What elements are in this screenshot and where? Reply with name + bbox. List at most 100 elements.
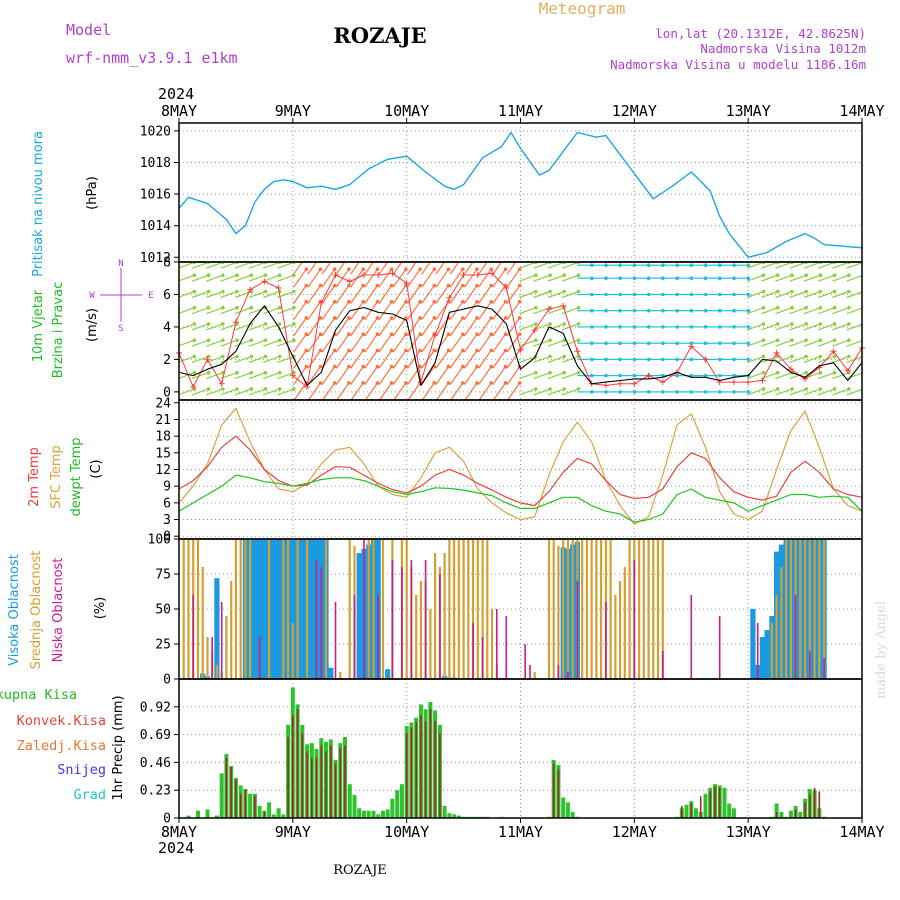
- cloud-low-label: Niska Oblacnost: [51, 558, 66, 663]
- cloud-low-bar: [662, 651, 664, 679]
- wind-arrow-head: [776, 387, 780, 391]
- wind-arrow-head: [819, 306, 823, 310]
- wind-arrow-head: [804, 290, 808, 294]
- cloud-mid-bar: [562, 539, 564, 679]
- precip-total-bar: [727, 804, 731, 819]
- cloud-low-bar: [192, 595, 194, 679]
- wind-arrow-head: [534, 338, 538, 342]
- precip-conv-bar: [420, 715, 422, 818]
- wind-arrow-head: [804, 371, 808, 375]
- cloud-low-bar: [634, 560, 636, 679]
- cloud-high-bar: [750, 609, 755, 679]
- pressure-panel-title: Pritisak na nivou mora: [31, 131, 46, 277]
- precip-snow-label: Snijeg: [57, 762, 106, 778]
- precip-conv-bar: [330, 746, 332, 819]
- wind-arrow-head: [376, 254, 380, 258]
- wind-arrow-head: [577, 290, 581, 294]
- cloud-low-bar: [354, 595, 356, 679]
- wind-arrow: [308, 383, 321, 401]
- precip-total-bar: [277, 808, 281, 818]
- cloud-mid-bar: [557, 546, 559, 679]
- wind-arrow-head: [207, 322, 211, 326]
- wind-arrow-head: [235, 338, 239, 342]
- cloud-low-bar: [558, 665, 560, 679]
- cloud-low-bar: [335, 602, 337, 679]
- precip-total-bar: [372, 811, 376, 818]
- cloud-mid-bar: [463, 539, 465, 679]
- compass-east: E: [148, 291, 153, 301]
- precip-conv-bar: [700, 796, 702, 818]
- wind-arrow: [379, 334, 392, 352]
- wind-arrow-head: [762, 322, 766, 326]
- wind-arrow: [351, 334, 364, 352]
- cloud-mid-bar: [818, 539, 820, 679]
- cloud-mid-bar: [406, 539, 408, 679]
- cloud-low-bar: [401, 567, 403, 679]
- precip-conv-label: Konvek.Kisa: [17, 713, 106, 729]
- wind-arrow-head: [292, 290, 296, 294]
- cloud-mid-bar: [814, 539, 816, 679]
- cloud-low-bar: [719, 616, 721, 679]
- wind-arrow: [519, 324, 535, 330]
- wind-arrow-head: [518, 300, 522, 304]
- wind-gust-marker: [574, 348, 580, 354]
- wind-arrow-head: [221, 306, 225, 310]
- cloud-high-bar: [309, 539, 314, 679]
- wind-arrow-head: [804, 387, 808, 391]
- wind-arrow: [336, 367, 349, 385]
- wind-arrow-head: [776, 306, 780, 310]
- wind-arrow-head: [221, 355, 225, 359]
- y-tick-label: 0.46: [140, 756, 171, 771]
- wind-arrow-head: [804, 355, 808, 359]
- wind-arrow: [178, 340, 194, 346]
- wind-arrow-head: [418, 267, 422, 271]
- wind-arrow-head: [235, 355, 239, 359]
- precip-conv-bar: [302, 733, 304, 818]
- top-day-label: 14MAY: [839, 102, 884, 120]
- y-tick-label: 50: [155, 603, 171, 618]
- wind-arrow-head: [762, 387, 766, 391]
- cloud-mid-bar: [581, 539, 583, 679]
- precip-total-bar: [357, 808, 361, 818]
- wind-arrow: [436, 367, 449, 385]
- precip-conv-bar: [340, 748, 342, 818]
- wind-arrow: [464, 302, 477, 320]
- top-day-label: 13MAY: [726, 102, 771, 120]
- precip-conv-bar: [335, 764, 337, 818]
- wind-arrow-head: [790, 290, 794, 294]
- wind-arrow: [519, 262, 535, 268]
- wind-arrow-head: [221, 338, 225, 342]
- wind-arrow-head: [264, 273, 268, 277]
- precip-total-bar: [443, 806, 447, 818]
- wind-arrow-head: [235, 273, 239, 277]
- wind-arrow-head: [847, 338, 851, 342]
- y-tick-label: 1016: [140, 188, 171, 203]
- precip-conv-bar: [814, 788, 816, 818]
- wind-arrow: [479, 350, 492, 368]
- cloud-mid-bar: [624, 567, 626, 679]
- precip-conv-bar: [230, 767, 232, 818]
- wind-arrow-head: [577, 371, 581, 375]
- wind-arrow-head: [762, 355, 766, 359]
- cloud-mid-bar: [648, 539, 650, 679]
- cloud-high-bar: [214, 578, 219, 679]
- precip-conv-bar: [804, 802, 806, 818]
- cloud-mid-bar: [206, 637, 208, 679]
- precip-total-bar: [390, 799, 394, 818]
- wind-arrow-head: [250, 306, 254, 310]
- cloud-mid-bar: [372, 539, 374, 679]
- wind-arrow: [464, 367, 477, 385]
- cloud-high-bar: [252, 539, 257, 679]
- precip-conv-bar: [809, 794, 811, 818]
- top-day-label: 10MAY: [384, 102, 429, 120]
- wind-arrow-head: [847, 273, 851, 277]
- wind-arrow-head: [563, 387, 567, 391]
- cloud-low-bar: [211, 637, 213, 679]
- cloud-mid-bar: [306, 539, 308, 679]
- bottom-day-label: 11MAY: [498, 823, 543, 841]
- precip-conv-bar: [691, 804, 693, 819]
- wind-arrow: [436, 286, 449, 304]
- y-tick-label: 15: [155, 446, 171, 461]
- cloud-mid-bar: [776, 595, 778, 679]
- cloud-mid-bar: [197, 539, 199, 679]
